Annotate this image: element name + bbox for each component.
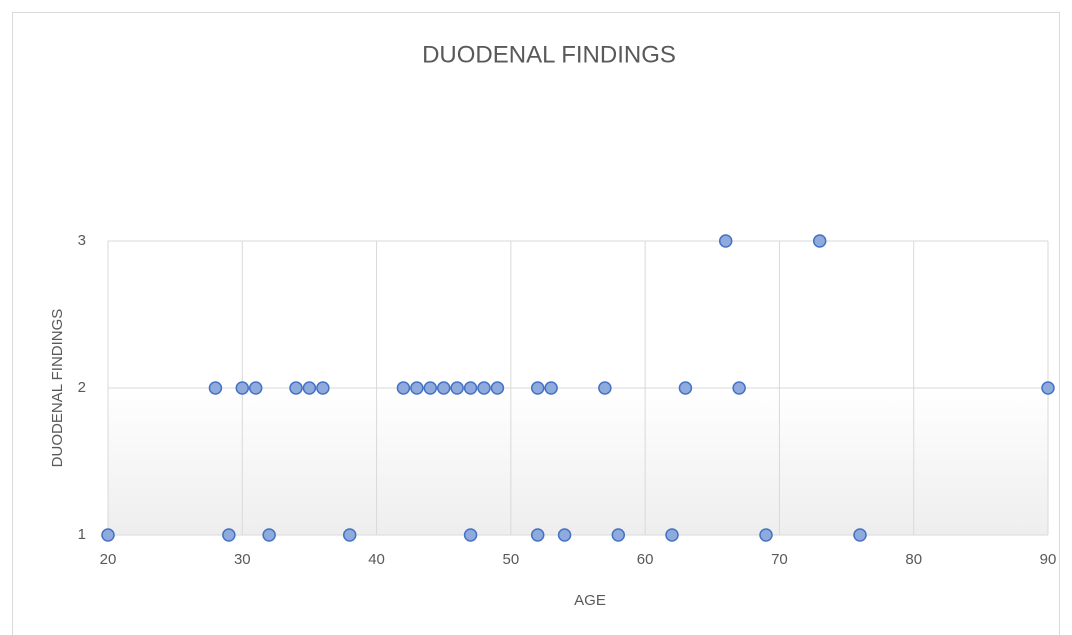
marker xyxy=(544,381,558,395)
y-tick-label: 3 xyxy=(78,232,86,249)
x-axis-label: AGE xyxy=(574,592,606,609)
marker xyxy=(396,381,411,395)
marker xyxy=(598,381,612,395)
marker xyxy=(557,528,572,542)
marker xyxy=(410,381,424,395)
x-tick-label: 70 xyxy=(771,551,788,568)
y-axis-label: DUODENAL FINDINGS xyxy=(49,309,66,468)
marker xyxy=(235,381,250,395)
marker xyxy=(759,528,773,542)
x-tick-label: 20 xyxy=(100,551,117,568)
marker xyxy=(611,528,626,542)
y-tick-label: 1 xyxy=(78,526,86,543)
marker xyxy=(423,381,438,395)
marker xyxy=(248,381,263,395)
marker xyxy=(302,381,317,395)
marker xyxy=(490,381,505,395)
x-tick-label: 80 xyxy=(905,551,922,568)
marker xyxy=(316,381,330,395)
chart-frame xyxy=(12,12,1060,635)
y-tick-label: 2 xyxy=(78,379,86,396)
x-tick-label: 40 xyxy=(368,551,385,568)
marker xyxy=(530,528,545,542)
marker xyxy=(262,528,276,542)
marker xyxy=(1041,381,1055,395)
marker xyxy=(718,234,733,248)
marker xyxy=(222,528,236,542)
marker xyxy=(732,381,746,395)
marker xyxy=(342,528,357,542)
plot-shading xyxy=(108,388,1048,535)
x-tick-label: 60 xyxy=(637,551,654,568)
marker xyxy=(450,381,464,395)
marker xyxy=(530,381,545,395)
marker xyxy=(812,234,827,248)
marker xyxy=(436,381,451,395)
chart-title: DUODENAL FINDINGS xyxy=(422,41,676,68)
marker xyxy=(463,528,478,542)
marker xyxy=(665,528,679,542)
marker xyxy=(853,528,867,542)
marker xyxy=(678,381,693,395)
marker xyxy=(208,381,223,395)
marker xyxy=(101,528,115,542)
x-tick-label: 90 xyxy=(1040,551,1057,568)
marker xyxy=(477,381,491,395)
marker xyxy=(463,381,478,395)
marker xyxy=(289,381,303,395)
x-tick-label: 50 xyxy=(503,551,520,568)
x-tick-label: 30 xyxy=(234,551,251,568)
